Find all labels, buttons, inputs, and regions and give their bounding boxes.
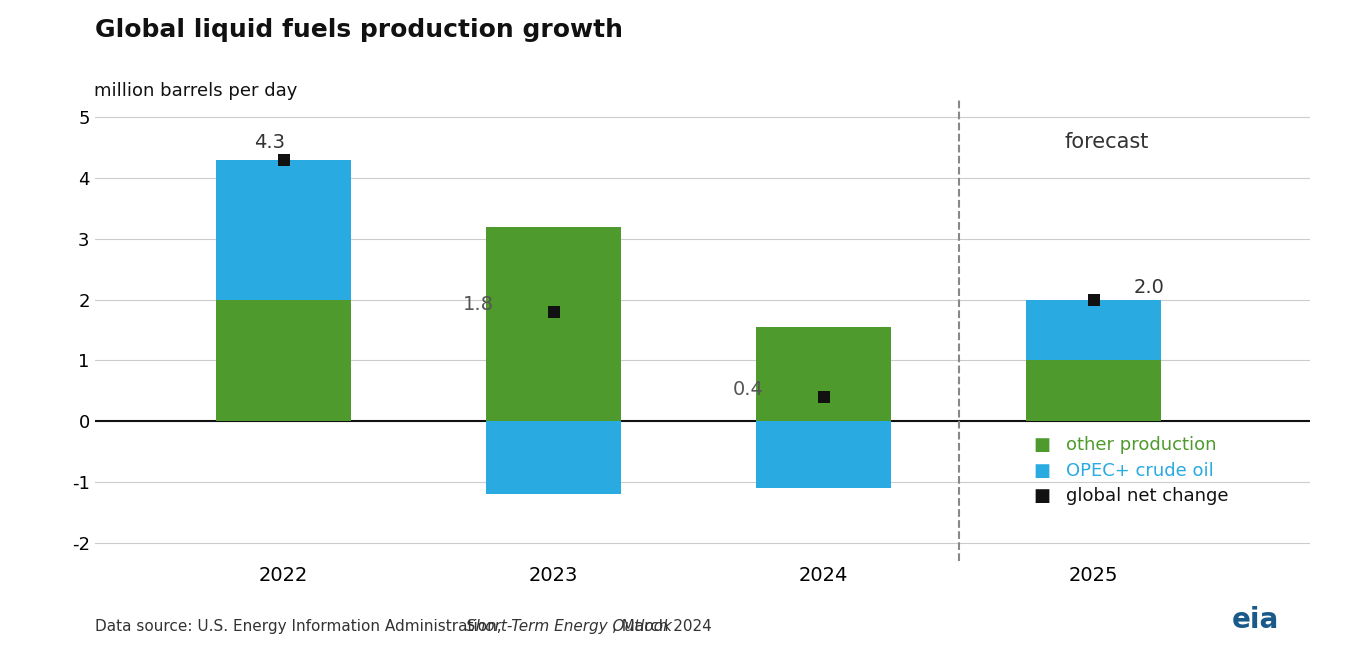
Text: other production: other production [1066,436,1216,454]
Text: 2.0: 2.0 [1134,278,1165,296]
Text: million barrels per day: million barrels per day [95,82,298,100]
Text: 4.3: 4.3 [255,133,285,152]
Bar [216,300,351,421]
Text: forecast: forecast [1065,131,1149,152]
Text: ■: ■ [1034,436,1057,454]
Text: 1.8: 1.8 [463,295,494,314]
Text: global net change: global net change [1066,488,1228,506]
Text: ■: ■ [1034,462,1057,480]
Text: eia: eia [1231,606,1278,634]
Text: , March 2024: , March 2024 [612,618,711,634]
Bar [216,160,351,300]
Bar [1026,360,1161,421]
Text: 0.4: 0.4 [733,380,764,399]
Text: Short-Term Energy Outlook: Short-Term Energy Outlook [466,618,672,634]
Bar [756,421,891,488]
Text: Data source: U.S. Energy Information Administration,: Data source: U.S. Energy Information Adm… [95,618,506,634]
Bar [486,226,621,421]
Bar [486,421,621,494]
Bar [756,327,891,421]
Text: Global liquid fuels production growth: Global liquid fuels production growth [95,18,622,42]
Bar [1026,300,1161,360]
Text: OPEC+ crude oil: OPEC+ crude oil [1066,462,1214,480]
Text: ■: ■ [1034,488,1057,506]
